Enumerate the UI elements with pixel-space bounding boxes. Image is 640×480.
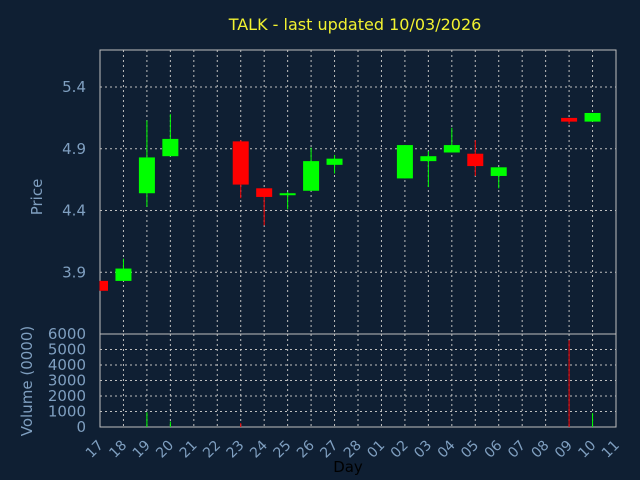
candle-body [303,161,320,191]
volume-tick-label: 5000 [48,341,86,359]
candle-body [256,188,273,197]
candle-body [584,112,601,122]
candle-body [396,145,413,179]
candle-body [100,280,108,291]
candle-body [467,153,484,167]
x-tick-label: 26 [294,437,318,461]
x-tick-label: 18 [106,438,130,462]
x-tick-label: 05 [458,438,482,462]
volume-tick-label: 4000 [48,356,86,374]
volume-tick-label: 2000 [48,387,86,405]
x-tick-label: 02 [388,438,412,462]
x-tick-label: 09 [552,438,576,462]
price-tick-label: 5.4 [62,78,86,96]
price-tick-label: 4.9 [62,140,86,158]
volume-tick-label: 6000 [48,325,86,343]
chart-title: TALK - last updated 10/03/2026 [228,15,482,34]
x-tick-label: 11 [599,438,623,462]
candle-body [490,167,507,176]
volume-axis-label: Volume (0000) [18,326,36,436]
candle-body [443,145,460,153]
x-tick-label: 21 [177,438,201,462]
candle-body [138,157,155,194]
x-tick-label: 01 [364,438,388,462]
x-tick-label: 10 [575,438,599,462]
x-tick-label: 04 [435,437,459,461]
x-tick-label: 20 [153,438,177,462]
price-tick-label: 4.4 [62,202,86,220]
price-tick-label: 3.9 [62,263,86,281]
x-tick-label: 25 [271,438,295,462]
volume-tick-label: 0 [76,418,86,436]
volume-tick-label: 1000 [48,403,86,421]
x-tick-label: 22 [200,438,224,462]
x-tick-label: 03 [411,438,435,462]
x-tick-label: 07 [505,438,529,462]
candle-body [232,141,249,185]
candle-body [279,193,296,196]
x-tick-label: 24 [247,437,271,461]
candle-body [162,138,179,157]
x-tick-label: 17 [83,438,107,462]
candle-body [561,117,578,122]
x-axis-label: Day [333,458,363,476]
volume-tick-label: 3000 [48,372,86,390]
x-tick-label: 08 [529,438,553,462]
candle-body [326,158,343,165]
x-tick-label: 23 [224,438,248,462]
candle-body [115,268,132,281]
x-tick-label: 19 [130,438,154,462]
x-tick-label: 06 [482,437,506,461]
price-axis-label: Price [28,179,46,216]
candle-body [420,156,437,162]
